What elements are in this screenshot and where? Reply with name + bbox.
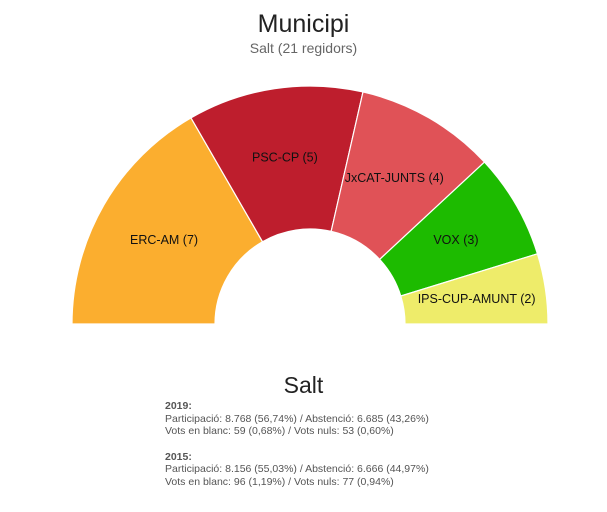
slice-erc-am xyxy=(71,117,264,325)
chart-subtitle: Salt (21 regidors) xyxy=(249,40,358,56)
results-blank-null-votes: Vots en blanc: 96 (1,19%) / Vots nuls: 7… xyxy=(165,475,394,488)
slice-ips-cup-amunt xyxy=(400,253,549,325)
results-year: 2015: xyxy=(165,450,192,463)
results-2019: 2019: Participació: 8.768 (56,74%) / Abs… xyxy=(165,400,429,438)
slice-label: ERC-AM (7) xyxy=(130,233,198,247)
chart-title: Municipi xyxy=(257,10,350,38)
results-year: 2019: xyxy=(165,400,192,412)
results-participation: Participació: 8.768 (56,74%) / Abstenció… xyxy=(165,412,429,425)
results-2015: 2015: Participació: 8.156 (55,03%) / Abs… xyxy=(165,451,429,489)
slice-jxcat-junts xyxy=(330,91,486,261)
slice-label: JxCAT-JUNTS (4) xyxy=(345,171,444,185)
municipality-name: Salt xyxy=(283,372,324,398)
slice-psc-cp xyxy=(190,85,364,243)
results-blank-null-votes: Vots en blanc: 59 (0,68%) / Vots nuls: 5… xyxy=(165,425,394,437)
slice-label: VOX (3) xyxy=(433,233,478,247)
results-summary: 2019: Participació: 8.768 (56,74%) / Abs… xyxy=(165,400,429,501)
slice-label: PSC-CP (5) xyxy=(252,150,318,164)
slice-label: IPS-CUP-AMUNT (2) xyxy=(418,292,536,306)
results-participation: Participació: 8.156 (55,03%) / Abstenció… xyxy=(165,463,429,475)
hemicycle-chart: ERC-AM (7) PSC-CP (5) JxCAT-JUNTS (4) VOX (… xyxy=(71,85,549,325)
